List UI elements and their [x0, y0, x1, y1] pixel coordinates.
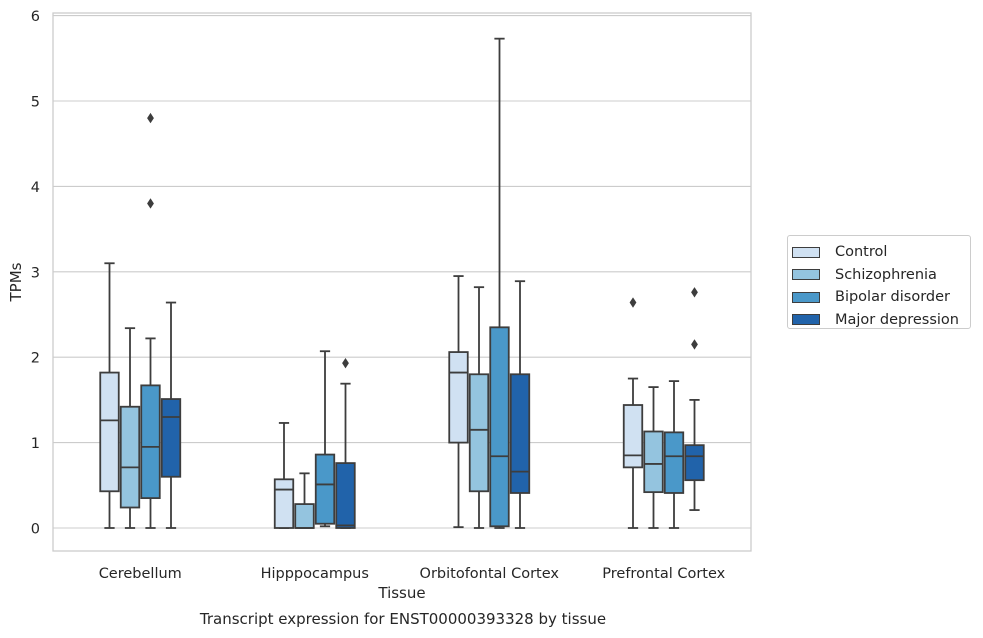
outlier-prefrontal-cortex-control-0 [629, 297, 637, 308]
legend-swatch-major-depression [792, 314, 820, 326]
y-tick-label-4: 4 [31, 180, 40, 196]
y-tick-label-6: 6 [31, 9, 40, 25]
legend-label-bipolar-disorder: Bipolar disorder [835, 289, 950, 306]
legend-label-major-depression: Major depression [835, 311, 959, 328]
box-body-hipppocampus-bipolar-disorder [314, 453, 336, 525]
legend-label-control: Control [835, 244, 888, 261]
legend-swatch-control [792, 246, 820, 258]
boxes [99, 37, 705, 529]
legend-item-schizophrenia: Schizophrenia [792, 264, 970, 287]
box-body-prefrontal-cortex-major-depression [684, 444, 705, 482]
box-cerebellum-schizophrenia [119, 327, 141, 529]
box-body-cerebellum-bipolar-disorder [140, 384, 161, 500]
box-orbitofontal-cortex-schizophrenia [468, 286, 490, 529]
x-axis-label: Tissue [377, 584, 425, 602]
box-orbitofontal-cortex-major-depression [509, 280, 531, 529]
box-prefrontal-cortex-schizophrenia [643, 386, 664, 529]
box-body-hipppocampus-schizophrenia [294, 503, 315, 529]
box-hipppocampus-control [273, 422, 295, 529]
box-hipppocampus-major-depression [335, 357, 356, 529]
legend-swatch-bipolar-disorder [792, 291, 820, 303]
box-body-prefrontal-cortex-control [622, 404, 644, 469]
box-prefrontal-cortex-major-depression [684, 287, 705, 511]
outlier-prefrontal-cortex-major-depression-0 [691, 339, 698, 350]
box-body-cerebellum-schizophrenia [119, 405, 141, 509]
outlier-prefrontal-cortex-major-depression-1 [691, 287, 698, 298]
box-orbitofontal-cortex-bipolar-disorder [489, 37, 510, 529]
tick-labels: 0 1 2 3 4 5 6 Cerebellum Hipppocampus Orbitofonta… [31, 9, 726, 582]
y-tick-label-1: 1 [31, 436, 40, 452]
figure-caption: Transcript expression for ENST0000039332… [199, 610, 607, 628]
x-tick-label-hipppocampus: Hipppocampus [261, 566, 369, 582]
box-prefrontal-cortex-bipolar-disorder [663, 380, 685, 529]
box-cerebellum-bipolar-disorder [140, 112, 161, 529]
outlier-cerebellum-bipolar-disorder-1 [147, 112, 154, 124]
y-tick-label-5: 5 [31, 95, 40, 111]
y-axis-label: TPMs [7, 262, 25, 302]
box-body-orbitofontal-cortex-major-depression [509, 373, 531, 494]
box-prefrontal-cortex-control [622, 297, 644, 529]
box-body-hipppocampus-major-depression [335, 462, 356, 529]
y-tick-label-3: 3 [31, 265, 40, 281]
legend-item-major-depression: Major depression [792, 309, 970, 332]
legend-item-control: Control [792, 241, 970, 264]
legend-item-bipolar-disorder: Bipolar disorder [792, 286, 970, 309]
box-body-prefrontal-cortex-bipolar-disorder [663, 431, 685, 494]
y-tick-label-2: 2 [31, 351, 40, 367]
box-body-orbitofontal-cortex-schizophrenia [468, 373, 490, 493]
box-orbitofontal-cortex-control [448, 275, 469, 529]
outlier-cerebellum-bipolar-disorder-0 [147, 198, 154, 209]
y-tick-label-0: 0 [31, 522, 40, 538]
legend-swatch-schizophrenia [792, 269, 820, 281]
box-body-orbitofontal-cortex-bipolar-disorder [489, 326, 510, 528]
box-cerebellum-control [99, 262, 120, 529]
box-body-prefrontal-cortex-schizophrenia [643, 430, 664, 494]
x-tick-label-cerebellum: Cerebellum [99, 566, 182, 582]
x-tick-label-orbitofontal-cortex: Orbitofontal Cortex [420, 566, 560, 582]
box-body-cerebellum-major-depression [160, 398, 182, 478]
box-hipppocampus-schizophrenia [294, 472, 315, 529]
outlier-hipppocampus-major-depression-0 [342, 357, 349, 369]
x-tick-label-prefrontal-cortex: Prefrontal Cortex [602, 566, 725, 582]
legend-label-schizophrenia: Schizophrenia [835, 266, 937, 283]
box-body-hipppocampus-control [273, 478, 295, 529]
box-cerebellum-major-depression [160, 301, 182, 529]
box-body-cerebellum-control [99, 371, 120, 493]
box-hipppocampus-bipolar-disorder [314, 350, 336, 528]
box-body-orbitofontal-cortex-control [448, 351, 469, 444]
legend: Control Schizophrenia Bipolar disorder M… [787, 235, 971, 329]
